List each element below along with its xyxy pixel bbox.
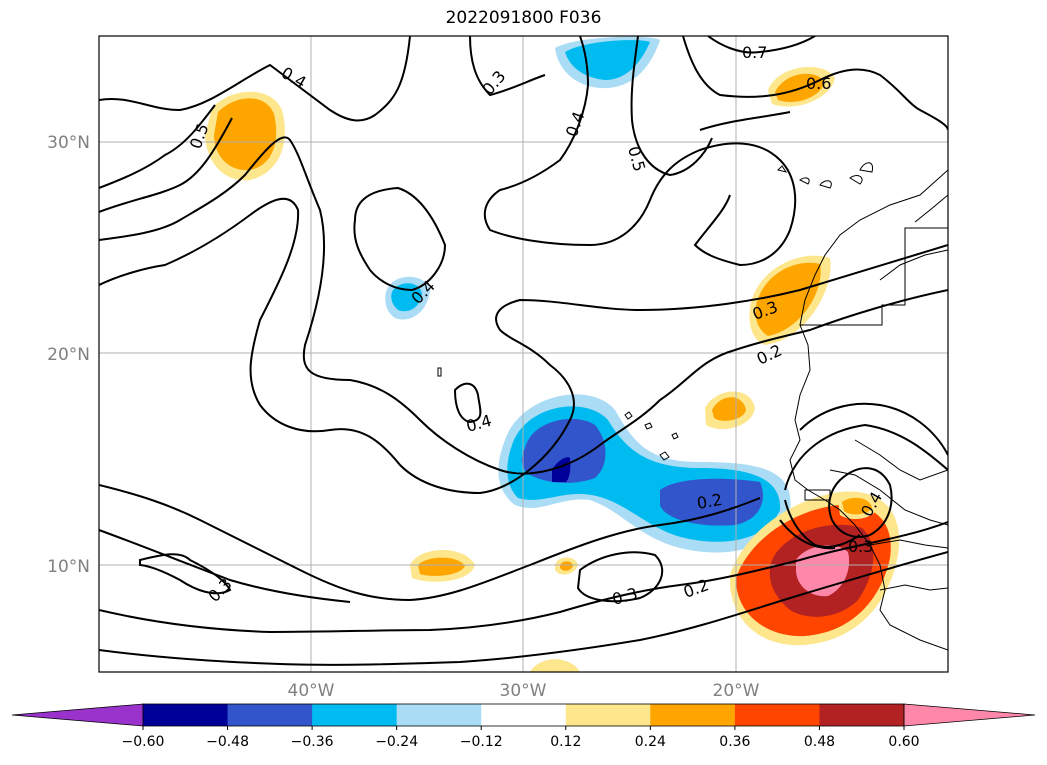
colorbar-bin — [650, 704, 736, 726]
contour-label: 0.6 — [806, 74, 831, 93]
colorbar-bin — [819, 704, 905, 726]
colorbar-bin — [396, 704, 482, 726]
colorbar-tick-label: −0.36 — [291, 734, 334, 750]
colorbar-tick-label: 0.60 — [888, 734, 919, 750]
colorbar: −0.60 −0.48 −0.36 −0.24 −0.12 0.12 0.24 0.36 0.4… — [11, 703, 1036, 750]
contour-label: 0.7 — [742, 43, 767, 62]
lon-label-30w: 30°W — [500, 681, 547, 701]
colorbar-frame — [142, 703, 905, 727]
lon-label-40w: 40°W — [288, 681, 335, 701]
colorbar-tick-label: −0.48 — [206, 734, 249, 750]
map-title: 2022091800 F036 — [445, 8, 602, 28]
colorbar-tick-label: 0.12 — [550, 734, 581, 750]
colorbar-extend-high — [903, 703, 1036, 727]
map-frame — [98, 35, 949, 673]
colorbar-tick-label: −0.12 — [460, 734, 503, 750]
colorbar-extend-low — [11, 703, 144, 727]
contour-label: 0.2 — [695, 490, 723, 513]
colorbar-bin — [565, 704, 651, 726]
colorbar-bin — [227, 704, 313, 726]
colorbar-tick-label: 0.24 — [635, 734, 666, 750]
lat-label-30n: 30°N — [47, 133, 90, 153]
colorbar-tick-label: 0.36 — [719, 734, 750, 750]
colorbar-tick-label: −0.60 — [122, 734, 165, 750]
colorbar-bin — [734, 704, 820, 726]
colorbar-tick-label: 0.48 — [804, 734, 835, 750]
lat-label-20n: 20°N — [47, 345, 90, 365]
colorbar-bin — [143, 704, 229, 726]
colorbar-tick-label: −0.24 — [375, 734, 418, 750]
contour-lines — [99, 36, 948, 666]
lon-label-20w: 20°W — [713, 681, 760, 701]
colorbar-bin — [481, 704, 567, 726]
colorbar-bin — [312, 704, 398, 726]
lat-label-10n: 10°N — [47, 557, 90, 577]
gridlines — [99, 36, 948, 672]
map-panel: 0.4 0.5 0.3 0.4 0.5 0.7 0.6 0.4 0.3 0.2 … — [99, 36, 948, 672]
contour-label: 0.3 — [848, 537, 873, 556]
